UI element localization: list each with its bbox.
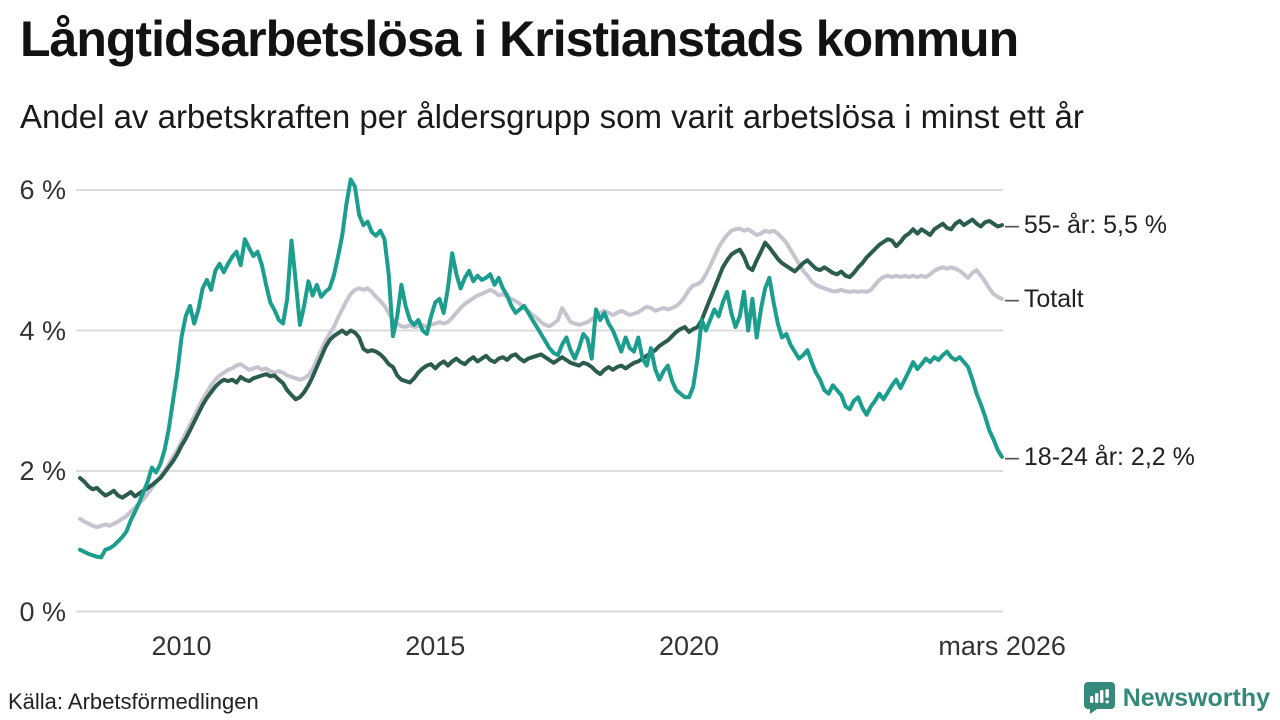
chart-subtitle: Andel av arbetskraften per åldersgrupp s… bbox=[20, 98, 1084, 135]
end-label-dash: – bbox=[1005, 442, 1019, 471]
y-axis-tick-label: 0 % bbox=[19, 596, 66, 627]
newsworthy-logo-icon bbox=[1083, 682, 1115, 714]
y-axis-tick-label: 2 % bbox=[19, 456, 66, 486]
x-axis-tick-label: mars 2026 bbox=[938, 631, 1066, 661]
newsworthy-branding: Newsworthy bbox=[1083, 682, 1270, 714]
line-18-24 bbox=[78, 177, 1004, 560]
end-label-dash: – bbox=[1005, 284, 1019, 313]
y-axis-tick-label: 4 % bbox=[19, 315, 66, 346]
chart-title: Långtidsarbetslösa i Kristianstads kommu… bbox=[20, 11, 1019, 67]
gridlines bbox=[76, 189, 1003, 613]
series-lines bbox=[78, 177, 1004, 560]
end-label-totalt: – Totalt bbox=[1005, 282, 1084, 316]
end-label-text: 55- år: 5,5 % bbox=[1023, 211, 1168, 240]
end-label-18-24: –18-24 år: 2,2 % bbox=[1005, 440, 1195, 474]
end-label-text: Totalt bbox=[1023, 284, 1084, 313]
source-note: Källa: Arbetsförmedlingen bbox=[8, 689, 259, 714]
x-axis-tick-label: 2015 bbox=[405, 631, 466, 661]
x-axis-tick-label: 2010 bbox=[151, 631, 212, 661]
end-label-text: 18-24 år: 2,2 % bbox=[1023, 442, 1195, 471]
end-label-dash: – bbox=[1005, 211, 1019, 240]
line-55plus bbox=[78, 217, 1004, 500]
y-axis-tick-label: 6 % bbox=[19, 175, 66, 205]
line-totalt bbox=[78, 226, 1004, 530]
newsworthy-logo-text: Newsworthy bbox=[1122, 683, 1270, 712]
end-label-55plus: –55- år: 5,5 % bbox=[1005, 208, 1167, 242]
x-axis-tick-label: 2020 bbox=[658, 631, 720, 661]
